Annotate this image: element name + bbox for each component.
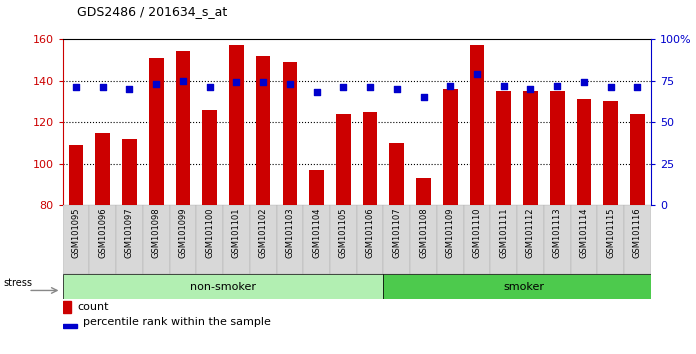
Text: GSM101106: GSM101106 bbox=[365, 207, 374, 258]
Bar bbox=[410, 205, 437, 274]
Bar bbox=[63, 274, 383, 299]
Point bbox=[311, 89, 322, 95]
Text: percentile rank within the sample: percentile rank within the sample bbox=[84, 318, 271, 327]
Text: GSM101108: GSM101108 bbox=[419, 207, 428, 258]
Bar bbox=[390, 143, 404, 205]
Point bbox=[365, 84, 376, 90]
Point bbox=[418, 94, 429, 100]
Text: GSM101105: GSM101105 bbox=[339, 207, 348, 258]
Bar bbox=[517, 205, 544, 274]
Bar bbox=[571, 205, 597, 274]
Bar bbox=[309, 170, 324, 205]
Point bbox=[150, 81, 161, 87]
Text: GSM101110: GSM101110 bbox=[473, 207, 482, 258]
Text: non-smoker: non-smoker bbox=[190, 282, 256, 292]
Point bbox=[578, 79, 590, 85]
Bar bbox=[523, 91, 538, 205]
Bar bbox=[356, 205, 383, 274]
Bar bbox=[276, 205, 303, 274]
Bar bbox=[603, 101, 618, 205]
Text: GSM101098: GSM101098 bbox=[152, 207, 161, 258]
Text: GSM101109: GSM101109 bbox=[445, 207, 454, 258]
Bar bbox=[283, 62, 297, 205]
Point bbox=[70, 84, 81, 90]
Bar bbox=[336, 114, 351, 205]
Point bbox=[258, 79, 269, 85]
Bar bbox=[470, 45, 484, 205]
Bar bbox=[196, 205, 223, 274]
Text: smoker: smoker bbox=[503, 282, 544, 292]
Text: GSM101103: GSM101103 bbox=[285, 207, 294, 258]
Bar bbox=[223, 205, 250, 274]
Bar bbox=[122, 139, 137, 205]
Point bbox=[445, 83, 456, 88]
Text: GSM101099: GSM101099 bbox=[178, 207, 187, 258]
Bar bbox=[443, 89, 457, 205]
Text: GSM101111: GSM101111 bbox=[499, 207, 508, 258]
Bar bbox=[496, 91, 511, 205]
Text: GSM101100: GSM101100 bbox=[205, 207, 214, 258]
Text: GSM101115: GSM101115 bbox=[606, 207, 615, 258]
Bar bbox=[170, 205, 196, 274]
Text: GSM101097: GSM101097 bbox=[125, 207, 134, 258]
Text: GSM101104: GSM101104 bbox=[312, 207, 321, 258]
Bar bbox=[69, 145, 84, 205]
Point bbox=[177, 78, 189, 83]
Text: GSM101096: GSM101096 bbox=[98, 207, 107, 258]
Point bbox=[231, 79, 242, 85]
Point bbox=[471, 71, 482, 77]
Text: GSM101102: GSM101102 bbox=[259, 207, 268, 258]
Point bbox=[605, 84, 616, 90]
Bar bbox=[416, 178, 431, 205]
Bar bbox=[229, 45, 244, 205]
Bar bbox=[116, 205, 143, 274]
Text: GDS2486 / 201634_s_at: GDS2486 / 201634_s_at bbox=[77, 5, 227, 18]
Bar bbox=[624, 205, 651, 274]
Text: GSM101101: GSM101101 bbox=[232, 207, 241, 258]
Point bbox=[97, 84, 109, 90]
Text: GSM101113: GSM101113 bbox=[553, 207, 562, 258]
Bar bbox=[491, 205, 517, 274]
Bar bbox=[597, 205, 624, 274]
Bar bbox=[63, 205, 89, 274]
Bar bbox=[256, 56, 271, 205]
Point bbox=[552, 83, 563, 88]
Point bbox=[284, 81, 295, 87]
Bar bbox=[550, 91, 564, 205]
Bar bbox=[175, 51, 190, 205]
Point bbox=[391, 86, 402, 92]
Text: count: count bbox=[77, 302, 109, 313]
Bar bbox=[303, 205, 330, 274]
Bar bbox=[250, 205, 276, 274]
Text: GSM101116: GSM101116 bbox=[633, 207, 642, 258]
Point bbox=[632, 84, 643, 90]
Bar bbox=[363, 112, 377, 205]
Bar bbox=[143, 205, 170, 274]
Text: stress: stress bbox=[3, 278, 32, 288]
Bar bbox=[437, 205, 464, 274]
Point bbox=[525, 86, 536, 92]
Bar bbox=[63, 325, 77, 329]
Text: GSM101112: GSM101112 bbox=[526, 207, 535, 258]
Bar bbox=[576, 99, 592, 205]
Point bbox=[498, 83, 509, 88]
Text: GSM101095: GSM101095 bbox=[72, 207, 81, 258]
Point bbox=[338, 84, 349, 90]
Bar bbox=[330, 205, 357, 274]
Point bbox=[204, 84, 215, 90]
Bar bbox=[63, 301, 72, 314]
Text: GSM101114: GSM101114 bbox=[580, 207, 588, 258]
Bar bbox=[383, 274, 664, 299]
Bar bbox=[89, 205, 116, 274]
Bar bbox=[544, 205, 571, 274]
Text: GSM101107: GSM101107 bbox=[393, 207, 402, 258]
Point bbox=[124, 86, 135, 92]
Bar bbox=[149, 58, 164, 205]
Bar bbox=[383, 205, 410, 274]
Bar bbox=[203, 110, 217, 205]
Bar bbox=[95, 132, 110, 205]
Bar bbox=[630, 114, 644, 205]
Bar bbox=[464, 205, 491, 274]
